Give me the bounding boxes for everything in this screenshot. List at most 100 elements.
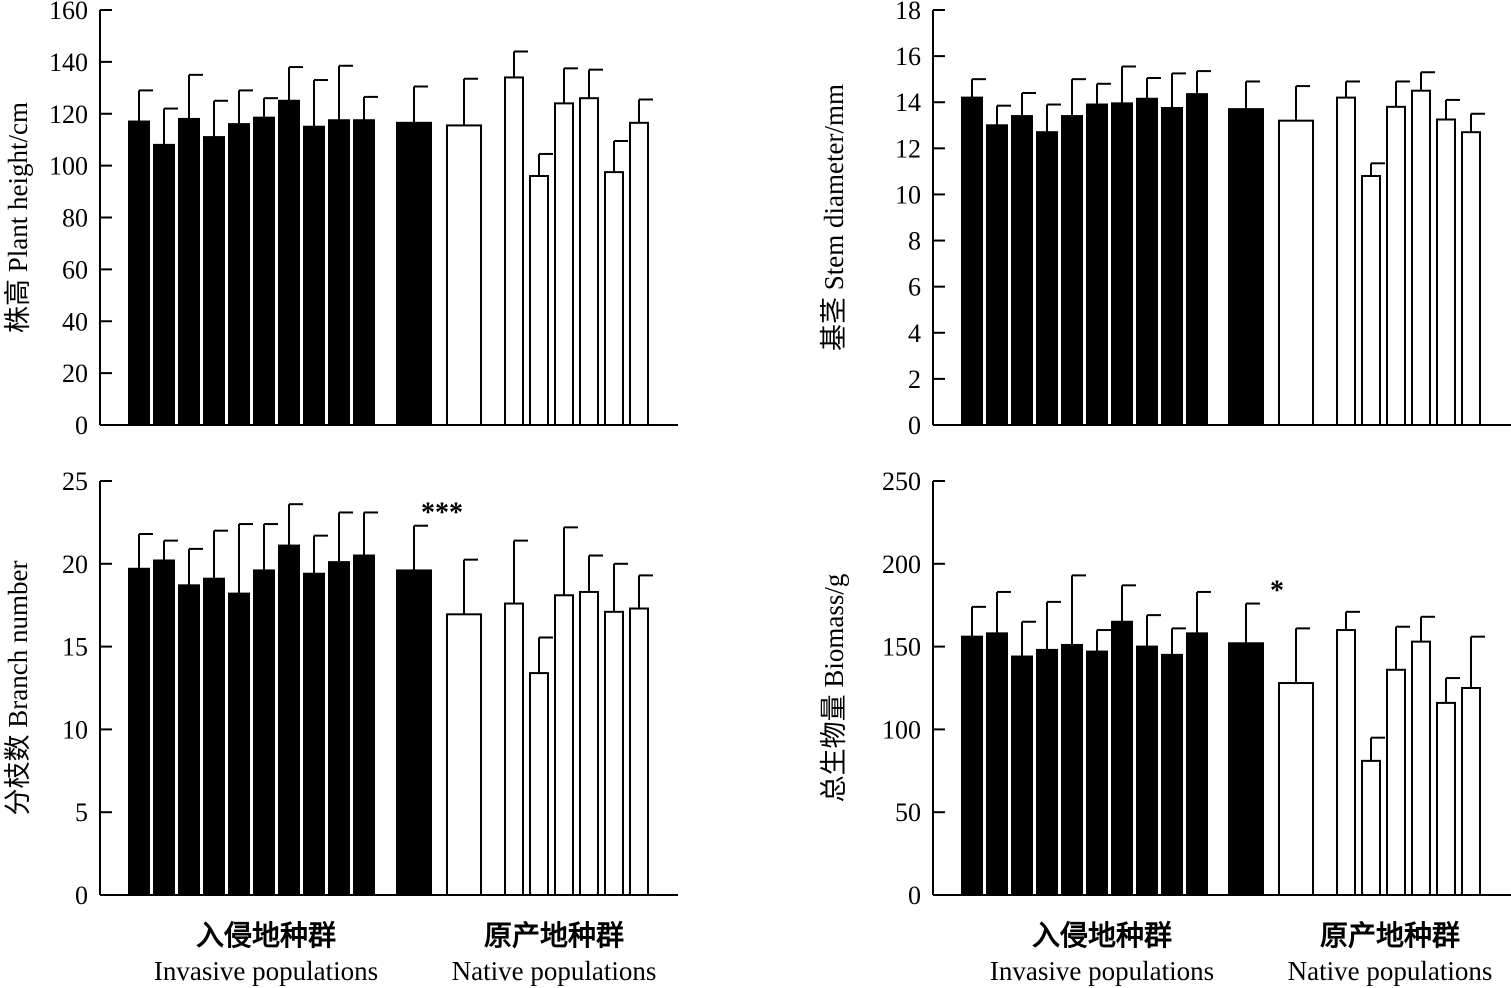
bar <box>178 117 200 426</box>
bar <box>1011 655 1033 897</box>
bar <box>128 567 150 896</box>
bar <box>353 554 375 897</box>
bar <box>1461 131 1481 426</box>
bar <box>504 76 524 426</box>
y-tick-label: 0 <box>908 881 921 910</box>
bar <box>303 125 325 426</box>
group-label-en: Native populations <box>1288 956 1493 986</box>
bar <box>396 121 432 426</box>
chart-panel-2: 0 2 4 6 8 10 12 14 16 18 基茎 Stem diameter/mm <box>819 0 1511 440</box>
bar <box>986 124 1008 427</box>
y-tick-label: 50 <box>895 798 921 827</box>
bar <box>1361 759 1381 897</box>
group-label-cn: 入侵地种群 <box>196 920 336 952</box>
bar <box>1186 93 1208 427</box>
bar <box>1336 96 1356 426</box>
bar <box>1436 118 1456 426</box>
y-tick-label: 12 <box>895 134 921 163</box>
y-tick-label: 160 <box>49 0 88 25</box>
y-tick-label: 0 <box>908 411 921 440</box>
significance-marker: * <box>1270 576 1284 607</box>
bar <box>604 610 624 896</box>
group-label-en: Invasive populations <box>154 956 378 986</box>
y-tick-label: 0 <box>75 411 88 440</box>
bar <box>629 607 649 897</box>
y-tick-label: 6 <box>908 273 921 302</box>
chart-panel-3: 0 5 10 15 20 25 分枝数 Branch number *** 入侵地种群 Invas… <box>3 467 678 986</box>
bar <box>1036 648 1058 896</box>
bar <box>1086 103 1108 427</box>
y-tick-label: 10 <box>895 180 921 209</box>
bar <box>253 569 275 896</box>
y-tick-label: 2 <box>908 365 921 394</box>
y-axis-title: 株高 Plant height/cm <box>3 102 33 333</box>
y-tick-label: 4 <box>908 319 921 348</box>
significance-marker: *** <box>421 498 463 529</box>
bar <box>1011 115 1033 427</box>
bar <box>1186 632 1208 896</box>
bar <box>1411 89 1431 426</box>
bar <box>203 136 225 426</box>
bar <box>554 102 574 426</box>
bar <box>1086 650 1108 896</box>
group-label-en: Native populations <box>452 956 657 986</box>
y-tick-label: 20 <box>62 550 88 579</box>
bar <box>253 116 275 426</box>
chart-panel-1: 0 20 40 60 80 100 120 140 160 株高 Plant height/cm <box>3 0 678 440</box>
y-tick-label: 15 <box>62 633 88 662</box>
bar <box>529 175 549 426</box>
bar <box>278 544 300 896</box>
y-axis-title: 基茎 Stem diameter/mm <box>819 84 849 351</box>
y-axis-title: 分枝数 Branch number <box>3 561 33 816</box>
bar <box>986 632 1008 896</box>
bar <box>529 672 549 897</box>
bar <box>1228 108 1264 426</box>
y-tick-label: 60 <box>62 255 88 284</box>
y-axis-title: 总生物量 Biomass/g <box>819 574 849 803</box>
y-tick-label: 100 <box>49 152 88 181</box>
y-tick-label: 20 <box>62 359 88 388</box>
bar <box>1336 629 1356 896</box>
bar <box>629 121 649 426</box>
bar <box>446 124 482 426</box>
bar <box>1111 620 1133 896</box>
group-label-cn: 原产地种群 <box>484 920 624 952</box>
bar <box>1136 645 1158 896</box>
bar <box>1036 131 1058 426</box>
bar <box>554 594 574 896</box>
bar <box>1278 682 1314 896</box>
y-tick-label: 250 <box>882 467 921 496</box>
bar <box>1436 701 1456 896</box>
y-tick-label: 14 <box>895 88 921 117</box>
y-tick-label: 8 <box>908 227 921 256</box>
y-tick-label: 16 <box>895 42 921 71</box>
group-label-cn: 入侵地种群 <box>1032 920 1172 952</box>
bar <box>961 635 983 896</box>
bar <box>1161 106 1183 426</box>
bar <box>579 590 599 897</box>
bar <box>153 559 175 896</box>
bar <box>1386 105 1406 426</box>
bar <box>328 561 350 896</box>
y-tick-label: 5 <box>75 798 88 827</box>
bar <box>1278 119 1314 427</box>
y-tick-label: 150 <box>882 633 921 662</box>
bar <box>303 572 325 897</box>
y-tick-label: 25 <box>62 467 88 496</box>
y-tick-label: 0 <box>75 881 88 910</box>
bar <box>504 602 524 896</box>
bar <box>1161 653 1183 896</box>
y-tick-label: 80 <box>62 204 88 233</box>
bar <box>1061 643 1083 896</box>
y-tick-label: 200 <box>882 550 921 579</box>
bar <box>328 119 350 426</box>
bar <box>228 123 250 426</box>
bar <box>178 584 200 896</box>
y-tick-label: 120 <box>49 100 88 129</box>
y-tick-label: 18 <box>895 0 921 25</box>
y-tick-label: 140 <box>49 48 88 77</box>
bar <box>1061 115 1083 427</box>
y-tick-label: 10 <box>62 715 88 744</box>
chart-panel-4: 0 50 100 150 200 250 总生物量 Biomass/g * 入侵地种群 Invas… <box>819 467 1511 986</box>
